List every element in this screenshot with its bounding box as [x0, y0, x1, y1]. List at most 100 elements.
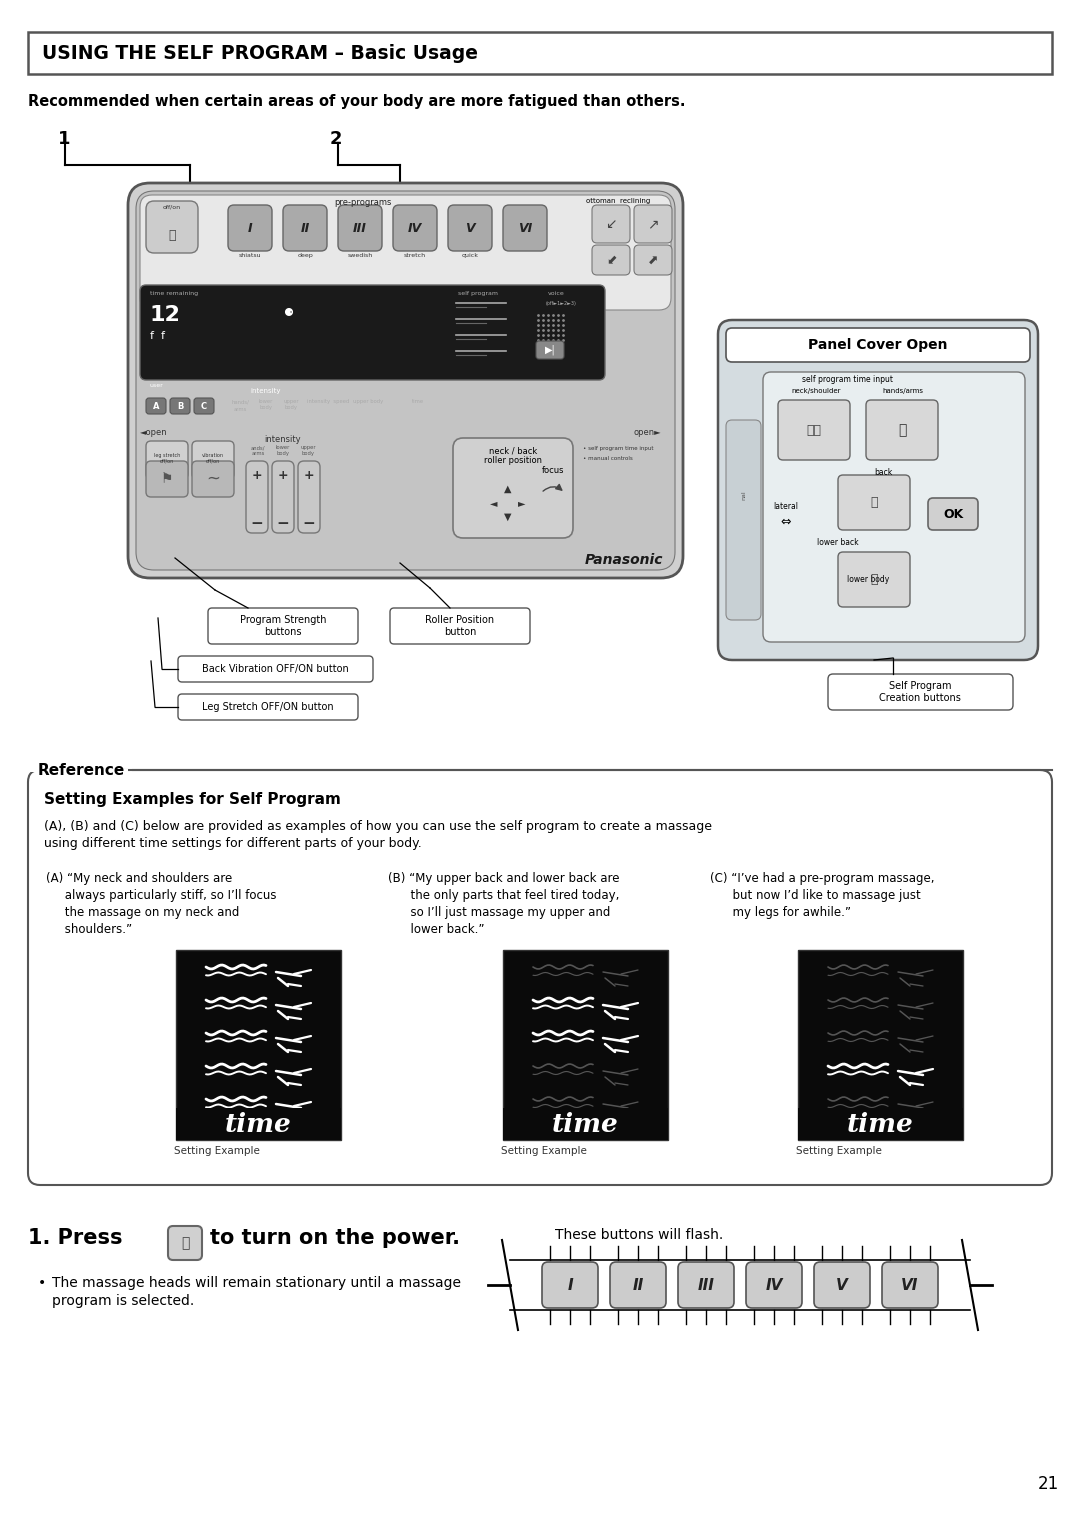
- FancyBboxPatch shape: [208, 607, 357, 644]
- Text: −: −: [251, 516, 264, 531]
- Text: arms: arms: [233, 407, 246, 412]
- Text: neck / back: neck / back: [489, 446, 537, 455]
- Text: −: −: [276, 516, 289, 531]
- Text: II: II: [300, 221, 310, 235]
- Polygon shape: [513, 1029, 527, 1042]
- FancyBboxPatch shape: [129, 183, 683, 578]
- Text: Panasonic: Panasonic: [584, 552, 663, 568]
- Text: ►: ►: [518, 497, 526, 508]
- Text: 12: 12: [150, 305, 180, 325]
- Text: (A) “My neck and shoulders are
     always particularly stiff, so I’ll focus
   : (A) “My neck and shoulders are always pa…: [46, 871, 276, 935]
- Text: ⏻: ⏻: [180, 1236, 189, 1250]
- Text: 1: 1: [58, 130, 70, 148]
- FancyBboxPatch shape: [814, 1262, 870, 1308]
- FancyBboxPatch shape: [140, 195, 671, 310]
- FancyBboxPatch shape: [718, 320, 1038, 661]
- Circle shape: [500, 494, 516, 511]
- Polygon shape: [186, 1029, 200, 1042]
- Bar: [503, 951, 669, 1140]
- Text: ⚑: ⚑: [161, 472, 173, 485]
- FancyBboxPatch shape: [298, 461, 320, 533]
- FancyBboxPatch shape: [194, 398, 214, 414]
- Text: roller position: roller position: [484, 456, 542, 465]
- Text: intensity: intensity: [265, 435, 301, 444]
- Text: Back Vibration OFF/ON button: Back Vibration OFF/ON button: [202, 664, 349, 674]
- Text: Setting Example: Setting Example: [174, 1146, 260, 1157]
- Text: V: V: [836, 1277, 848, 1293]
- Text: 〰: 〰: [870, 572, 878, 586]
- FancyBboxPatch shape: [726, 420, 761, 620]
- Text: ◄: ◄: [490, 497, 498, 508]
- Circle shape: [278, 1025, 291, 1038]
- FancyBboxPatch shape: [338, 204, 382, 250]
- Text: VI: VI: [518, 221, 532, 235]
- Text: VI: VI: [902, 1277, 919, 1293]
- FancyBboxPatch shape: [838, 475, 910, 530]
- Circle shape: [900, 960, 912, 972]
- Circle shape: [278, 960, 291, 972]
- Text: IV: IV: [408, 221, 422, 235]
- Text: time: time: [552, 1111, 619, 1137]
- FancyBboxPatch shape: [170, 398, 190, 414]
- Text: ↗: ↗: [647, 217, 659, 230]
- Text: ⬈: ⬈: [648, 253, 658, 267]
- FancyBboxPatch shape: [453, 438, 573, 539]
- Text: +: +: [303, 468, 314, 482]
- Bar: [28, 32, 1052, 73]
- Text: intensity  speed: intensity speed: [307, 398, 349, 404]
- Text: intensity: intensity: [251, 388, 281, 394]
- Bar: [30, 769, 129, 772]
- Text: 1. Press: 1. Press: [28, 1228, 122, 1248]
- Text: Setting Examples for Self Program: Setting Examples for Self Program: [44, 792, 341, 807]
- Circle shape: [605, 960, 617, 972]
- Text: (B) “My upper back and lower back are
      the only parts that feel tired today: (B) “My upper back and lower back are th…: [388, 871, 620, 935]
- FancyBboxPatch shape: [592, 204, 630, 243]
- Text: ⚈: ⚈: [283, 308, 293, 317]
- Text: Roller Position
button: Roller Position button: [426, 615, 495, 636]
- Text: I: I: [247, 221, 253, 235]
- Text: II: II: [633, 1277, 644, 1293]
- Circle shape: [900, 1093, 912, 1103]
- Text: swedish: swedish: [348, 253, 373, 258]
- Text: quick: quick: [461, 253, 478, 258]
- FancyBboxPatch shape: [762, 372, 1025, 642]
- FancyBboxPatch shape: [634, 204, 672, 243]
- FancyBboxPatch shape: [178, 656, 373, 682]
- Bar: [798, 951, 963, 1140]
- Text: Recommended when certain areas of your body are more fatigued than others.: Recommended when certain areas of your b…: [28, 95, 686, 108]
- Text: IV: IV: [766, 1277, 783, 1293]
- Text: A: A: [152, 401, 159, 410]
- Bar: [503, 1108, 669, 1140]
- FancyBboxPatch shape: [746, 1262, 802, 1308]
- Text: lower
body: lower body: [275, 446, 291, 456]
- Text: • self program time input: • self program time input: [583, 446, 653, 452]
- Polygon shape: [184, 961, 202, 978]
- Text: ottoman  reclining: ottoman reclining: [585, 198, 650, 204]
- Text: lower
body: lower body: [259, 398, 273, 410]
- Circle shape: [605, 1059, 617, 1071]
- Text: Reference: Reference: [38, 763, 125, 778]
- Text: 〰: 〰: [870, 496, 878, 508]
- Text: shiatsu: shiatsu: [239, 253, 261, 258]
- Text: ▲: ▲: [504, 484, 512, 494]
- Polygon shape: [511, 995, 529, 1012]
- FancyBboxPatch shape: [228, 204, 272, 250]
- FancyBboxPatch shape: [192, 441, 234, 479]
- FancyBboxPatch shape: [828, 674, 1013, 710]
- Circle shape: [753, 560, 813, 620]
- Text: Setting Example: Setting Example: [796, 1146, 882, 1157]
- Text: self program: self program: [458, 291, 498, 296]
- Polygon shape: [186, 1096, 200, 1108]
- Bar: [798, 1108, 963, 1140]
- Text: B: B: [177, 401, 184, 410]
- Text: C: C: [201, 401, 207, 410]
- FancyBboxPatch shape: [168, 1225, 202, 1260]
- FancyBboxPatch shape: [778, 400, 850, 459]
- Text: ⇔: ⇔: [781, 516, 792, 530]
- FancyBboxPatch shape: [726, 328, 1030, 362]
- Text: time remaining: time remaining: [150, 291, 198, 296]
- Text: Program Strength
buttons: Program Strength buttons: [240, 615, 326, 636]
- Circle shape: [605, 1093, 617, 1103]
- FancyBboxPatch shape: [866, 400, 939, 459]
- Circle shape: [534, 484, 573, 523]
